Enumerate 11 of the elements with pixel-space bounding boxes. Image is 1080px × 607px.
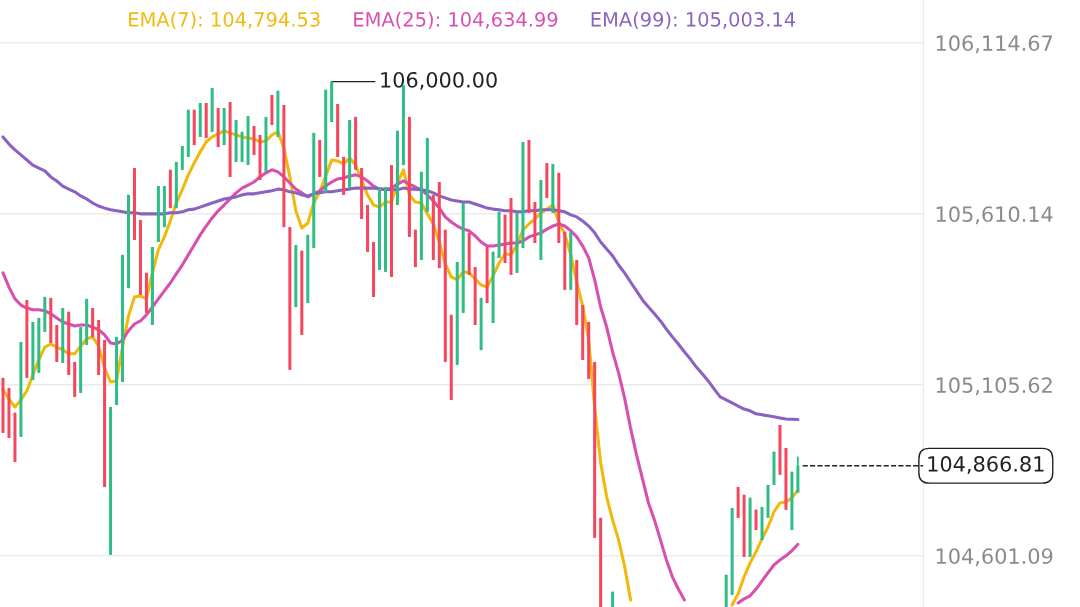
y-tick-label: 105,610.14 — [936, 206, 1053, 225]
candlestick — [180, 145, 184, 171]
text: EMA(7): 104,794.53 — [129, 11, 320, 30]
y-tick-label: 104,601.09 — [936, 548, 1053, 567]
text: EMA(99): 105,003.14 — [591, 11, 796, 30]
annotation: 106,000.00 — [381, 71, 497, 90]
ref-line-label: 104,866.81 — [928, 456, 1044, 474]
y-tick-label: 106,114.67 — [936, 35, 1053, 54]
line-series — [1, 135, 800, 422]
text: EMA(25): 104,634.99 — [354, 11, 558, 30]
y-tick-label: 105,105.62 — [936, 377, 1052, 396]
